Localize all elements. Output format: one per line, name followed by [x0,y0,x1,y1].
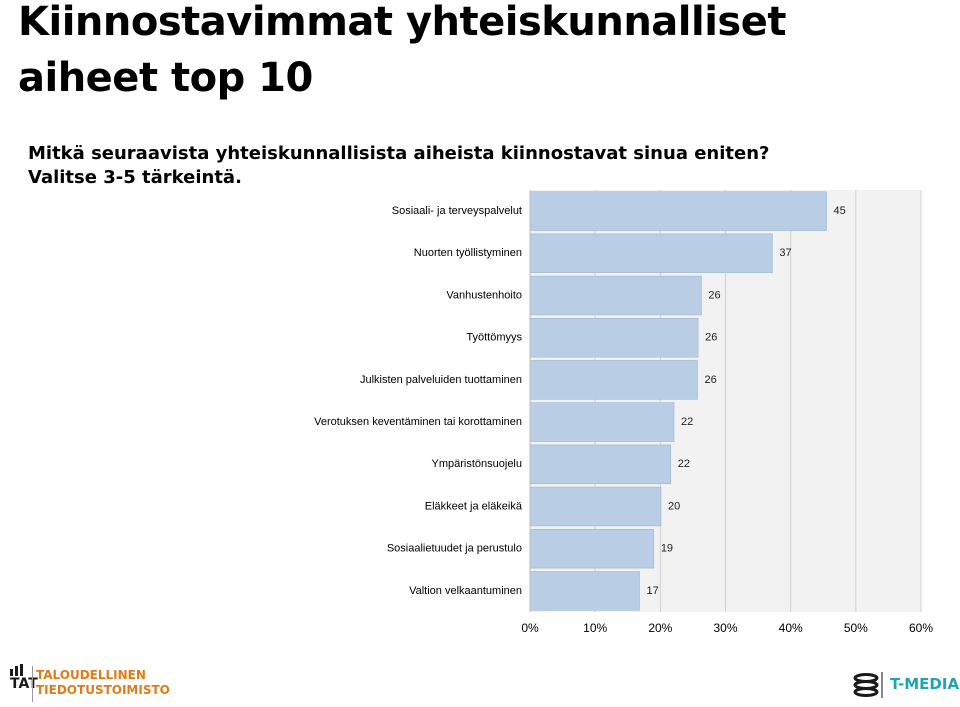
x-tick-label: 30% [713,621,737,635]
category-label: Sosiaalietuudet ja perustulo [387,543,522,555]
x-tick-label: 40% [779,621,803,635]
data-label: 17 [646,585,658,597]
x-tick-label: 0% [521,621,539,635]
tat-logo-name: TALOUDELLINEN TIEDOTUSTOIMISTO [36,668,170,698]
bar [529,444,672,485]
bar [529,360,698,400]
tmedia-logo-mark-icon [853,672,883,698]
category-label: Nuorten työllistyminen [414,247,522,259]
category-label: Verotuksen keventäminen tai korottaminen [314,416,522,428]
bar [529,528,655,569]
page-title-line-2: aiheet top 10 [18,55,313,101]
bar [529,275,702,316]
tat-logo-abbr: TAT [10,676,38,692]
x-tick-label: 50% [844,621,868,635]
data-label: 37 [779,247,791,259]
bar [529,233,773,274]
data-label: 26 [704,374,716,386]
category-label: Eläkkeet ja eläkeikä [425,500,523,512]
data-label: 26 [708,289,720,301]
tat-logo-line-1: TALOUDELLINEN [36,668,146,682]
category-label: Sosiaali- ja terveyspalvelut [392,205,522,217]
category-label: Julkisten palveluiden tuottaminen [360,374,522,386]
bar [529,571,640,611]
category-label: Työttömyys [466,332,522,344]
tat-logo-divider [32,666,33,702]
page-title-line-1: Kiinnostavimmat yhteiskunnalliset [18,0,787,45]
x-tick-label: 10% [583,621,607,635]
category-label: Valtion velkaantuminen [409,585,522,597]
page-title: Kiinnostavimmat yhteiskunnalliset aiheet… [18,0,787,106]
data-label: 26 [705,332,717,344]
data-label: 19 [661,543,673,555]
x-tick-label: 20% [648,621,672,635]
x-tick-label: 60% [909,621,933,635]
category-label: Vanhustenhoito [446,289,522,301]
bar [529,486,662,527]
data-label: 20 [668,500,680,512]
tmedia-logo-name: T-MEDIA [890,675,960,693]
bar [529,402,675,442]
bar [529,317,699,358]
data-label: 45 [834,205,846,217]
category-label: Ympäristönsuojelu [432,458,523,470]
tat-logo-mark-icon [10,664,23,676]
data-label: 22 [681,416,693,428]
survey-question: Mitkä seuraavista yhteiskunnallisista ai… [28,143,770,188]
data-label: 22 [678,458,690,470]
bar [529,191,827,231]
tat-logo-line-2: TIEDOTUSTOIMISTO [36,683,170,697]
